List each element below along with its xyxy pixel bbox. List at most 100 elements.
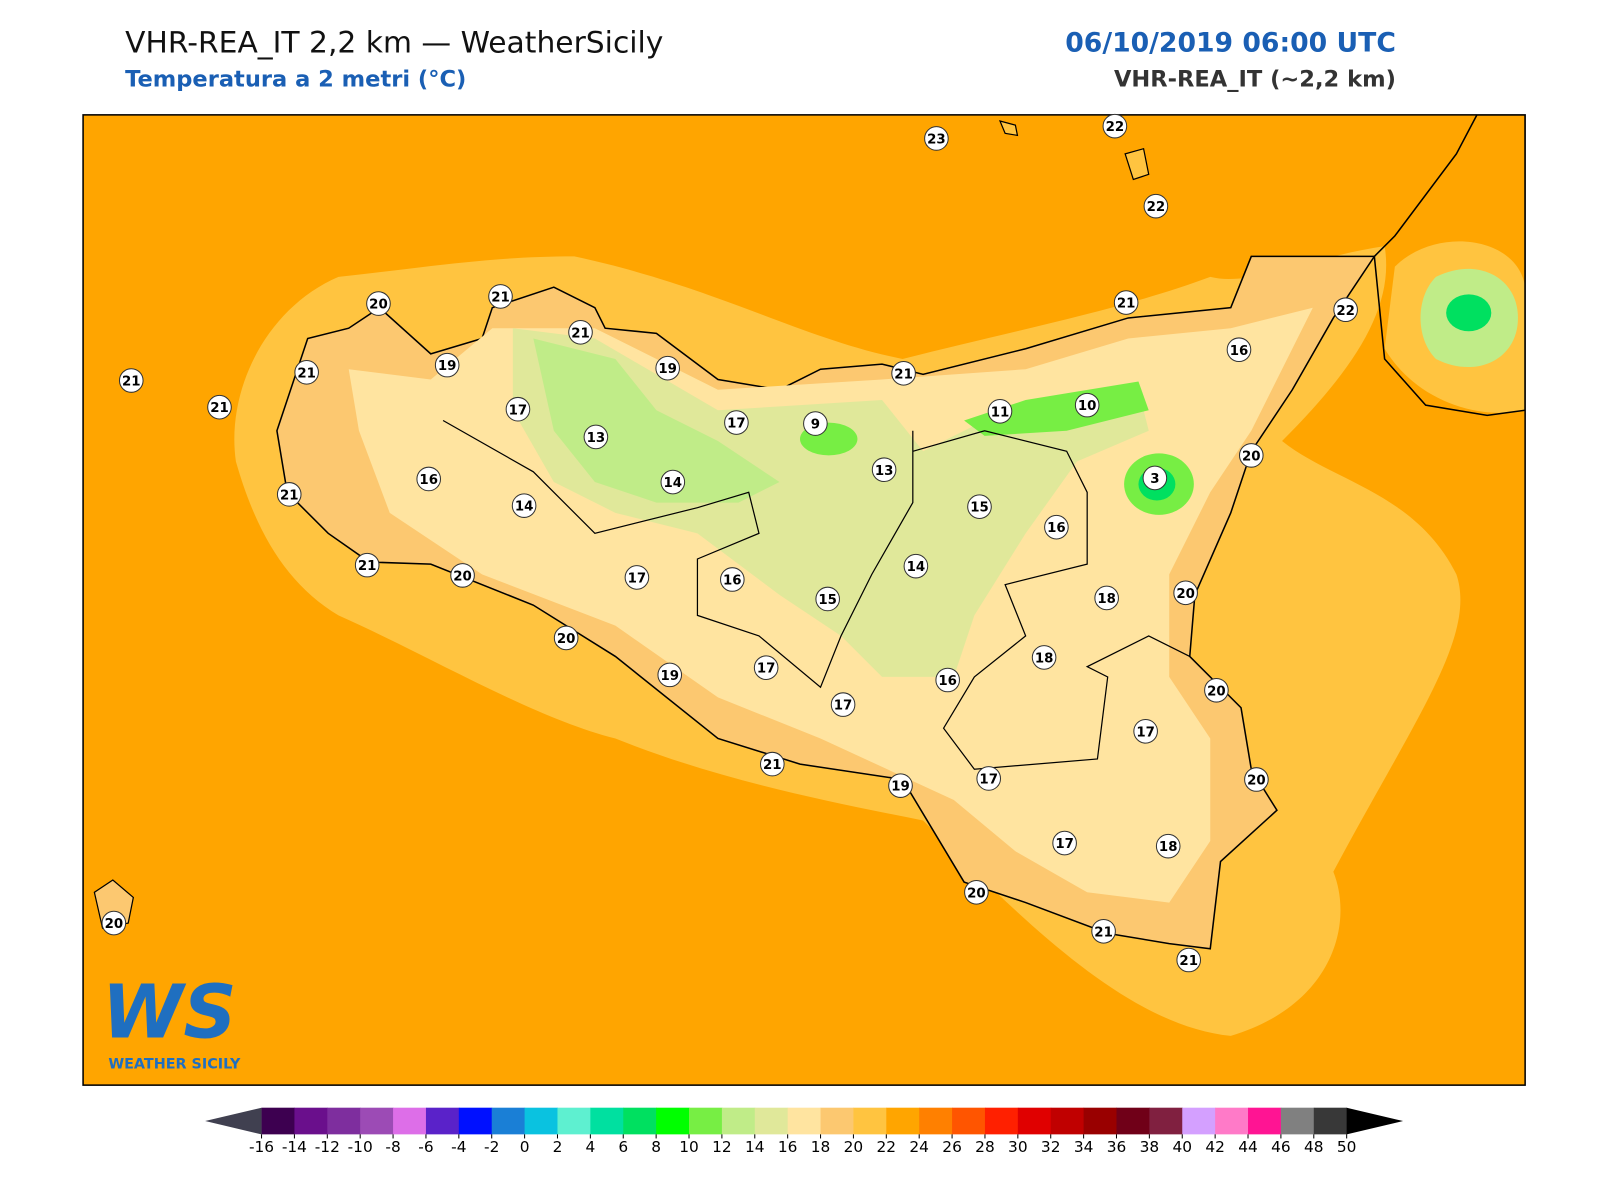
station-value: 14 (907, 560, 926, 575)
colorbar-segment (1083, 1107, 1118, 1135)
station-marker (1204, 677, 1229, 703)
logo-mark: WS (102, 969, 237, 1055)
station-marker (416, 466, 442, 492)
station-value: 21 (1117, 297, 1136, 312)
colorbar-tick-label: 36 (1107, 1138, 1127, 1156)
station-marker (1031, 645, 1057, 670)
station-value: 17 (757, 662, 776, 677)
station-value: 20 (1242, 449, 1261, 464)
station-value: 18 (1097, 592, 1116, 607)
station-value: 21 (571, 326, 590, 341)
station-marker (294, 359, 319, 385)
colorbar-tick-label: -8 (385, 1138, 400, 1156)
colorbar-tick-label: 18 (811, 1138, 831, 1156)
station-marker (760, 751, 785, 777)
colorbar-segment (754, 1107, 789, 1135)
station-value: 21 (280, 488, 299, 503)
station-value: 15 (818, 593, 837, 608)
mountains-west (533, 338, 780, 503)
colorbar-segment (623, 1107, 657, 1135)
calabria-coast (1373, 114, 1526, 417)
station-marker (1133, 718, 1158, 744)
colorbar-tick-label: 10 (679, 1138, 699, 1156)
colorbar-segment (1215, 1107, 1249, 1135)
station-marker (657, 662, 683, 688)
station-marker (967, 494, 992, 519)
station-marker (1113, 290, 1139, 315)
colorbar-segment (590, 1107, 624, 1135)
colorbar-segment (557, 1107, 591, 1135)
colorbar-segment (327, 1107, 361, 1135)
station-value: 21 (358, 559, 377, 574)
station-value: 20 (967, 886, 986, 901)
station-marker (1176, 947, 1202, 973)
station-value: 20 (1207, 684, 1226, 699)
station-marker (118, 368, 144, 393)
station-marker (553, 625, 579, 651)
station-value: 13 (587, 431, 606, 446)
station-value: 20 (369, 298, 388, 313)
colorbar-tick-label: 50 (1337, 1138, 1357, 1156)
station-marker (511, 493, 537, 518)
station-marker (1052, 830, 1077, 856)
colorbar-under (205, 1107, 262, 1135)
colorbar-segment (787, 1107, 822, 1135)
colorbar-tick-label: 40 (1172, 1138, 1192, 1156)
station-marker (1074, 392, 1100, 418)
map-area (83, 114, 1526, 1086)
station-marker (1333, 297, 1358, 323)
station-value: 21 (1094, 925, 1113, 940)
station-value: 19 (438, 359, 457, 374)
station-marker (1173, 580, 1198, 606)
station-marker (1142, 465, 1168, 491)
station-value: 16 (419, 473, 438, 488)
colorbar-segment (984, 1107, 1019, 1135)
colorbar-tick-label: 6 (618, 1138, 628, 1156)
colorbar-segment (360, 1107, 394, 1135)
colorbar-segment (1280, 1107, 1315, 1135)
colorbar-tick-label: -4 (451, 1138, 466, 1156)
station-marker (101, 910, 127, 936)
colorbar-tick-label: 28 (975, 1138, 995, 1156)
colorbar-segment (1149, 1107, 1183, 1135)
station-marker (434, 352, 460, 378)
colorbar-tick-label: 48 (1304, 1138, 1324, 1156)
colorbar-segment (1313, 1107, 1348, 1135)
station-value: 20 (453, 569, 472, 584)
station-value: 21 (763, 758, 782, 773)
station-marker (660, 469, 686, 495)
colorbar-tick-label: 8 (651, 1138, 661, 1156)
colorbar-segment (491, 1107, 526, 1135)
station-marker (1091, 918, 1116, 944)
map-frame (82, 114, 1526, 1086)
station-marker (366, 291, 391, 316)
colorbar-segment (425, 1107, 460, 1135)
station-value: 17 (509, 403, 528, 418)
colorbar-segment (820, 1107, 854, 1135)
station-marker (1102, 113, 1128, 139)
station-marker (964, 880, 989, 905)
station-marker (871, 457, 897, 483)
station-marker (1094, 585, 1119, 611)
colorbar-segment (656, 1107, 690, 1135)
colorbar-tick-label: 24 (909, 1138, 929, 1156)
colorbar-tick-label: 34 (1074, 1138, 1094, 1156)
station-value: 15 (970, 501, 989, 516)
station-marker (891, 361, 916, 386)
station-value: 16 (1047, 521, 1066, 536)
title: VHR-REA_IT 2,2 km — WeatherSicily (125, 26, 663, 61)
colorbar-tick-label: -6 (418, 1138, 433, 1156)
aeolian-islands (998, 120, 1150, 181)
station-value: 17 (727, 417, 746, 432)
colorbar-over (1346, 1107, 1404, 1135)
stations: 23 22 22 20 21 21 19 19 21 21 21 17 17 9 13 13 16 14 14 21 2… (101, 113, 1358, 973)
colorbar-tick-label: 12 (712, 1138, 732, 1156)
station-marker (354, 552, 380, 578)
station-marker (624, 565, 650, 590)
colorbar-tick-label: 22 (877, 1138, 897, 1156)
station-marker (724, 410, 749, 435)
logo-text: WEATHER SICILY (108, 1057, 241, 1073)
station-value: 17 (979, 772, 998, 787)
colorbar-segment (853, 1107, 887, 1135)
